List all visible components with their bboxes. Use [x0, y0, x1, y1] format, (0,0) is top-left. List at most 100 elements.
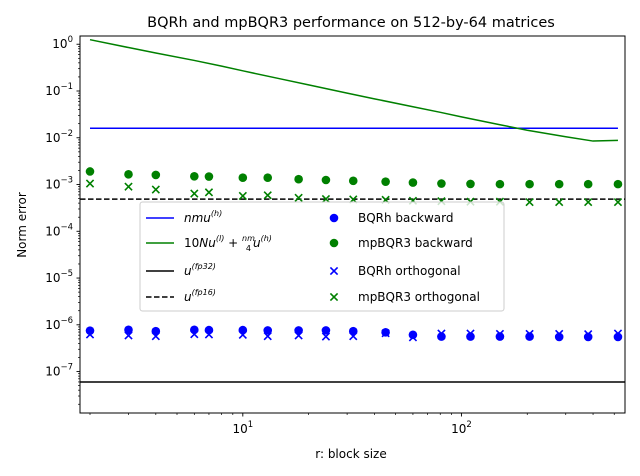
data-point	[525, 329, 534, 339]
data-point	[294, 331, 303, 340]
y-tick-base: 10	[45, 365, 60, 379]
series-line-1	[89, 38, 618, 142]
data-point	[466, 179, 475, 189]
y-tick-label: 10−6	[45, 316, 73, 332]
legend-label-part: (fp32)	[192, 262, 216, 271]
y-tick-base: 10	[45, 271, 60, 285]
y-tick-exponent: −2	[60, 129, 73, 139]
y-tick-exponent: −4	[60, 222, 73, 232]
data-point	[525, 332, 534, 341]
y-tick-base: 10	[45, 178, 60, 192]
data-point	[613, 197, 623, 207]
legend-label-part: +	[224, 236, 242, 250]
legend-marker	[329, 292, 339, 302]
legend-label: 10Nu(l)​ + nm4​u(h)​	[184, 234, 272, 253]
legend-label: BQRh backward	[358, 211, 453, 225]
data-point	[408, 178, 418, 187]
x-tick-label: 102	[451, 420, 472, 436]
legend-label-part: u	[184, 290, 192, 304]
data-point	[583, 332, 593, 342]
y-tick-exponent: 0	[68, 35, 73, 45]
data-point	[238, 191, 247, 201]
data-point	[238, 325, 248, 335]
data-point	[124, 325, 133, 335]
x-tick-exponent: 1	[248, 420, 253, 430]
data-point	[584, 330, 593, 339]
data-point	[613, 329, 623, 338]
data-point	[349, 332, 358, 341]
plot-area	[80, 38, 625, 383]
data-point	[381, 177, 390, 186]
y-tick-label: 100	[52, 35, 73, 51]
data-point	[321, 194, 331, 204]
y-tick-base: 10	[45, 84, 60, 98]
y-tick-label: 10−4	[45, 222, 73, 238]
data-point	[437, 179, 446, 188]
x-tick-label: 101	[232, 420, 253, 436]
data-point	[151, 332, 160, 341]
y-tick-label: 10−3	[45, 176, 73, 192]
legend: nmu(h)​10Nu(l)​ + nm4​u(h)​u(fp32)​u(fp1…	[139, 201, 505, 312]
data-point	[85, 330, 95, 339]
data-point	[437, 329, 446, 338]
y-tick-base: 10	[45, 131, 60, 145]
data-point	[348, 176, 358, 186]
data-point	[263, 173, 273, 182]
y-axis-label: Norm error	[15, 192, 29, 258]
legend-marker	[329, 266, 339, 276]
data-point	[321, 326, 331, 335]
data-point	[583, 179, 593, 189]
data-point	[263, 191, 272, 200]
data-point	[408, 330, 418, 340]
x-tick-base: 10	[232, 422, 247, 436]
data-point	[495, 179, 505, 189]
legend-label-part: (l)	[216, 234, 224, 243]
legend-label-part: 4	[246, 244, 251, 253]
plot-frame	[79, 35, 626, 414]
legend-label: BQRh orthogonal	[358, 264, 461, 278]
data-point	[466, 329, 475, 338]
series-2	[85, 329, 623, 342]
legend-label-part: 10	[184, 236, 199, 250]
y-tick-label: 10−1	[45, 82, 73, 98]
data-point	[204, 188, 214, 197]
legend-label-part: (fp16)	[192, 288, 216, 297]
series-0	[85, 325, 623, 342]
legend-label: u(fp32)​	[184, 262, 216, 278]
x-tick-base: 10	[451, 422, 466, 436]
data-point	[554, 332, 564, 342]
plot-content	[80, 38, 625, 383]
data-point	[294, 193, 303, 202]
legend-label-part: nm	[242, 234, 255, 243]
data-point	[554, 179, 564, 189]
data-point	[525, 197, 534, 207]
x-tick-exponent: 2	[466, 420, 471, 430]
y-tick-base: 10	[52, 37, 67, 51]
data-point	[263, 332, 272, 341]
y-tick-exponent: −6	[60, 316, 73, 326]
data-point	[124, 182, 133, 191]
data-point	[495, 329, 505, 339]
series-1	[85, 167, 623, 189]
data-point	[204, 330, 214, 339]
legend-box	[139, 201, 505, 312]
legend-marker	[329, 238, 339, 248]
y-tick-exponent: −3	[60, 176, 73, 186]
legend-label-part: (h)	[211, 209, 222, 218]
legend-label-part: nmu	[184, 211, 211, 225]
data-point	[190, 189, 199, 198]
data-point	[151, 185, 160, 194]
y-tick-exponent: −5	[60, 269, 73, 279]
data-point	[584, 197, 593, 207]
chart-title: BQRh and mpBQR3 performance on 512-by-64…	[147, 15, 555, 31]
data-point	[204, 172, 214, 181]
data-point	[466, 332, 475, 341]
data-point	[238, 173, 248, 182]
data-point	[555, 197, 564, 207]
legend-label-part: u	[184, 264, 192, 278]
data-point	[263, 326, 273, 335]
data-point	[190, 171, 199, 181]
x-axis-label: r: block size	[315, 447, 387, 461]
data-point	[85, 179, 95, 188]
